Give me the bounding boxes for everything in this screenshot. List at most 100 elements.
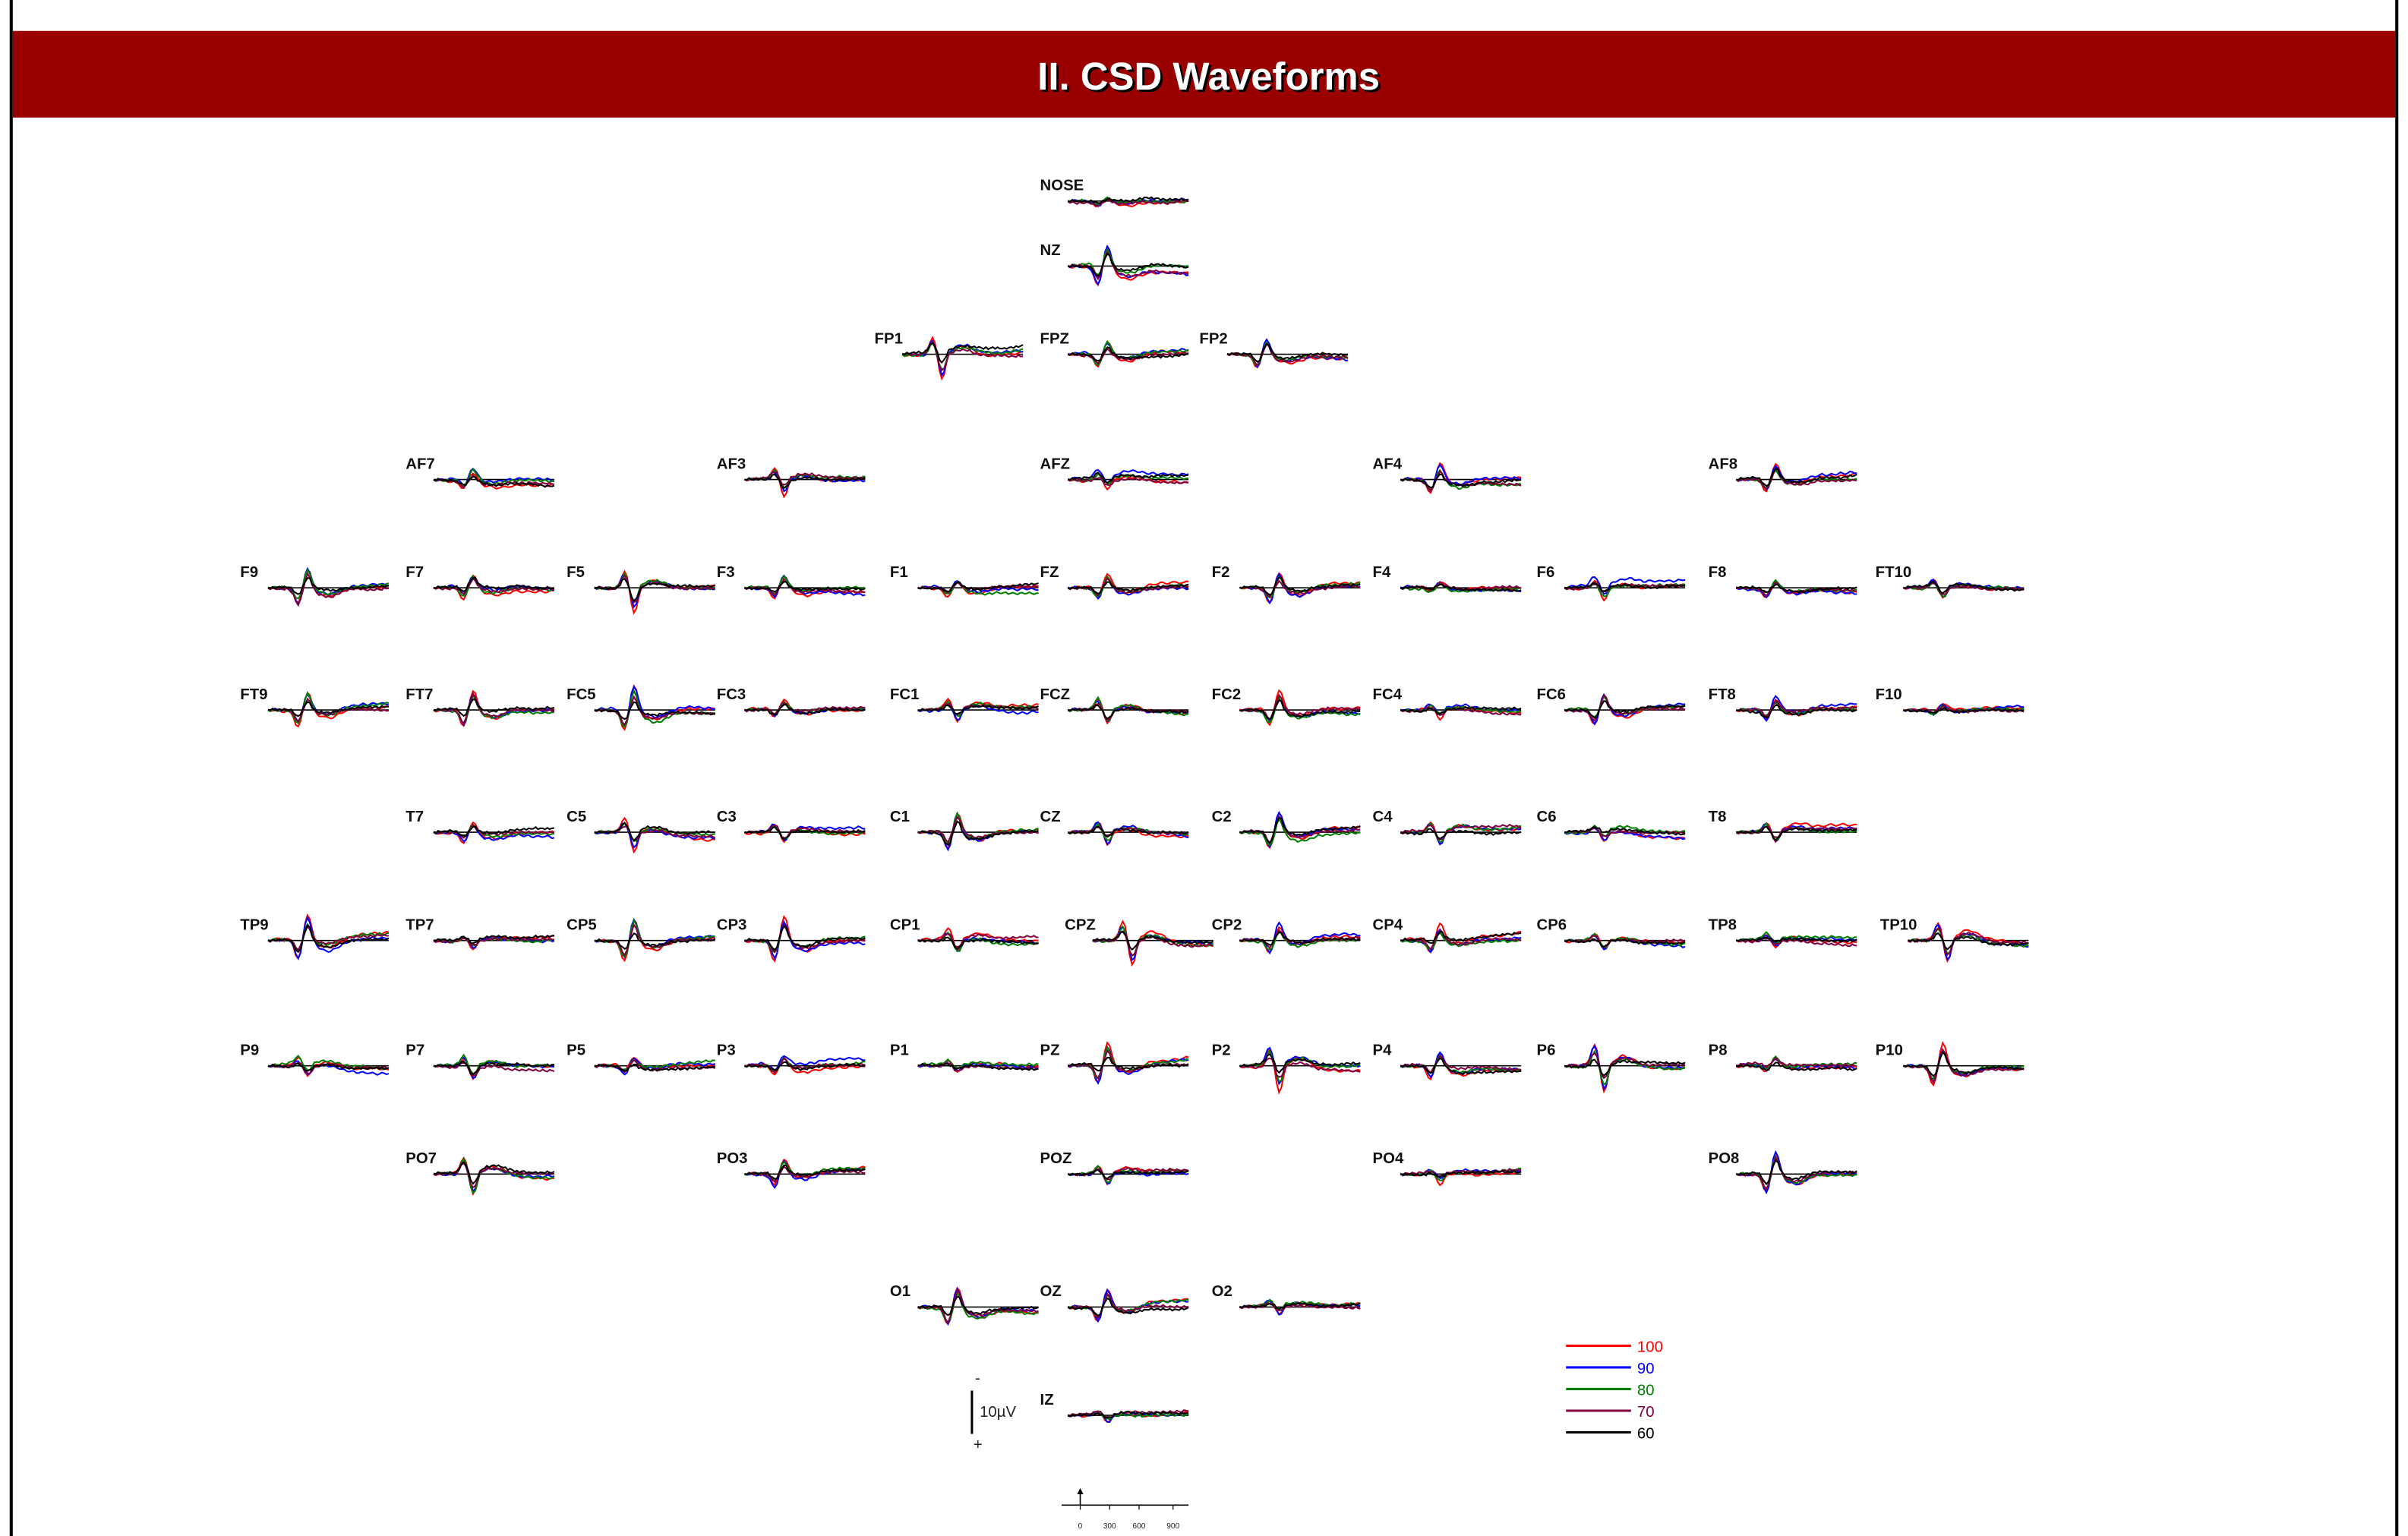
electrode-label: NZ — [1040, 242, 1061, 259]
legend-label: 80 — [1637, 1383, 1655, 1399]
waveform — [744, 1165, 866, 1184]
electrode-label: CP2 — [1212, 916, 1242, 933]
electrode-label: FC3 — [717, 686, 746, 703]
waveform — [744, 1061, 866, 1071]
electrode-label: F9 — [240, 564, 258, 581]
waveform — [1736, 825, 1857, 842]
waveform — [901, 340, 1024, 371]
waveform — [1068, 346, 1189, 362]
waveform — [433, 693, 554, 724]
waveform — [1903, 580, 2025, 595]
electrode-label: F5 — [566, 564, 585, 581]
electrode-label: FT7 — [406, 686, 433, 703]
electrode-label: F1 — [890, 564, 908, 581]
legend-label: 90 — [1637, 1361, 1655, 1377]
legend-label: 70 — [1637, 1404, 1655, 1421]
electrode-label: P1 — [890, 1042, 909, 1058]
waveform — [433, 692, 555, 725]
waveform — [917, 933, 1039, 948]
waveform — [1400, 583, 1522, 593]
waveform — [433, 467, 554, 487]
waveform — [1736, 931, 1857, 944]
electrode-label: P4 — [1373, 1042, 1393, 1058]
waveform — [1400, 931, 1522, 950]
waveform — [1239, 816, 1361, 844]
waveform — [1068, 253, 1189, 278]
waveform — [1226, 342, 1349, 367]
waveform — [433, 934, 555, 945]
waveform — [744, 580, 866, 593]
electrode-label: AF8 — [1709, 456, 1737, 472]
waveform — [917, 936, 1039, 951]
waveform — [917, 815, 1039, 844]
waveform — [917, 820, 1039, 847]
electrode-label: F8 — [1709, 564, 1727, 581]
electrode-label: OZ — [1040, 1283, 1062, 1300]
waveform — [917, 704, 1039, 715]
waveform — [1736, 1057, 1857, 1069]
time-tick-label: 300 — [1103, 1522, 1116, 1531]
electrode-label: PZ — [1040, 1042, 1060, 1058]
waveform — [744, 471, 866, 486]
electrode-label: CP6 — [1537, 916, 1567, 933]
electrode-label: FCZ — [1040, 686, 1071, 703]
waveform — [1068, 472, 1189, 484]
waveform — [267, 1060, 390, 1076]
waveform — [917, 581, 1039, 593]
waveform — [1239, 579, 1361, 598]
waveform — [594, 701, 715, 721]
waveform — [902, 342, 1024, 364]
electrode-label: C4 — [1373, 809, 1393, 825]
electrode-label: CP5 — [566, 916, 597, 933]
waveform — [744, 925, 866, 951]
waveform — [267, 577, 390, 595]
waveform — [1068, 250, 1189, 281]
electrode-label: TP10 — [1880, 916, 1917, 933]
waveform — [1908, 932, 2029, 951]
electrode-label: T8 — [1709, 809, 1727, 825]
electrode-label: FP1 — [875, 330, 903, 347]
electrode-label: C5 — [566, 809, 586, 825]
scale-label: 10µV — [980, 1404, 1016, 1421]
waveform — [594, 822, 715, 849]
waveform — [594, 822, 715, 843]
waveform — [1736, 704, 1857, 718]
waveform — [1067, 1410, 1189, 1421]
waveform — [1736, 699, 1857, 718]
waveform — [1067, 1410, 1189, 1419]
electrode-label: FZ — [1040, 564, 1059, 581]
waveform — [917, 1062, 1039, 1071]
title-shadow: II. CSD Waveforms — [1040, 57, 1382, 100]
electrode-label: PO3 — [717, 1150, 748, 1167]
waveform — [917, 1295, 1039, 1317]
electrode-label: FPZ — [1040, 330, 1069, 347]
electrode-label: FC5 — [566, 686, 595, 703]
electrode-label: PO4 — [1373, 1150, 1404, 1167]
scale-plus: + — [974, 1437, 983, 1453]
time-tick-label: 900 — [1166, 1522, 1179, 1531]
waveform — [1239, 1302, 1361, 1310]
waveform — [917, 1291, 1039, 1323]
waveform — [267, 701, 390, 718]
waveform — [1735, 1159, 1857, 1186]
waveform — [1067, 581, 1189, 595]
electrode-label: P6 — [1537, 1042, 1556, 1058]
waveform — [594, 575, 715, 604]
electrode-label: AF4 — [1373, 456, 1403, 472]
electrode-label: AF3 — [717, 456, 746, 472]
waveform — [433, 825, 554, 837]
electrode-label: F10 — [1876, 686, 1902, 703]
electrode-label: CPZ — [1065, 916, 1096, 933]
electrode-label: P2 — [1212, 1042, 1231, 1058]
waveform — [1564, 699, 1686, 719]
electrode-label: FC1 — [890, 686, 919, 703]
frame — [9, 0, 2399, 1536]
waveform — [1226, 342, 1349, 363]
waveform — [1564, 582, 1686, 592]
waveform — [1903, 582, 2025, 595]
electrode-label: P8 — [1709, 1042, 1728, 1058]
waveform — [267, 571, 389, 607]
waveform — [744, 1164, 866, 1180]
waveform — [267, 923, 390, 954]
electrode-label: F2 — [1212, 564, 1230, 581]
